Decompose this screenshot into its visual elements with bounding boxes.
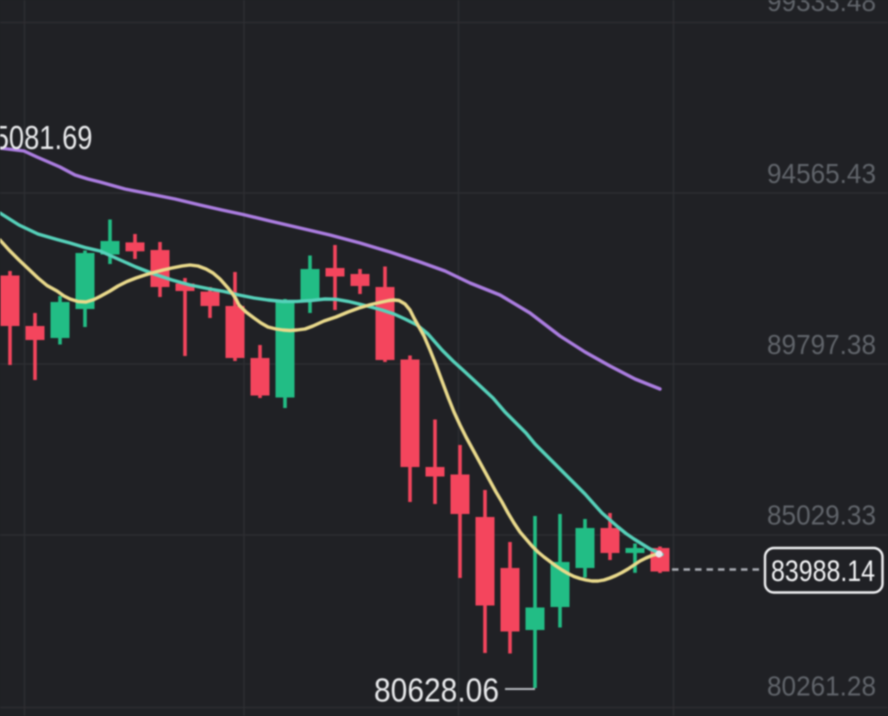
svg-text:80261.28: 80261.28 <box>767 671 876 702</box>
svg-text:85029.33: 85029.33 <box>767 500 876 531</box>
svg-text:95081.69: 95081.69 <box>0 119 93 156</box>
svg-text:89797.38: 89797.38 <box>767 329 876 360</box>
svg-text:83988.14: 83988.14 <box>771 555 875 588</box>
svg-text:99333.48: 99333.48 <box>767 0 876 17</box>
svg-text:94565.43: 94565.43 <box>767 158 876 189</box>
svg-text:80628.06: 80628.06 <box>374 672 499 709</box>
